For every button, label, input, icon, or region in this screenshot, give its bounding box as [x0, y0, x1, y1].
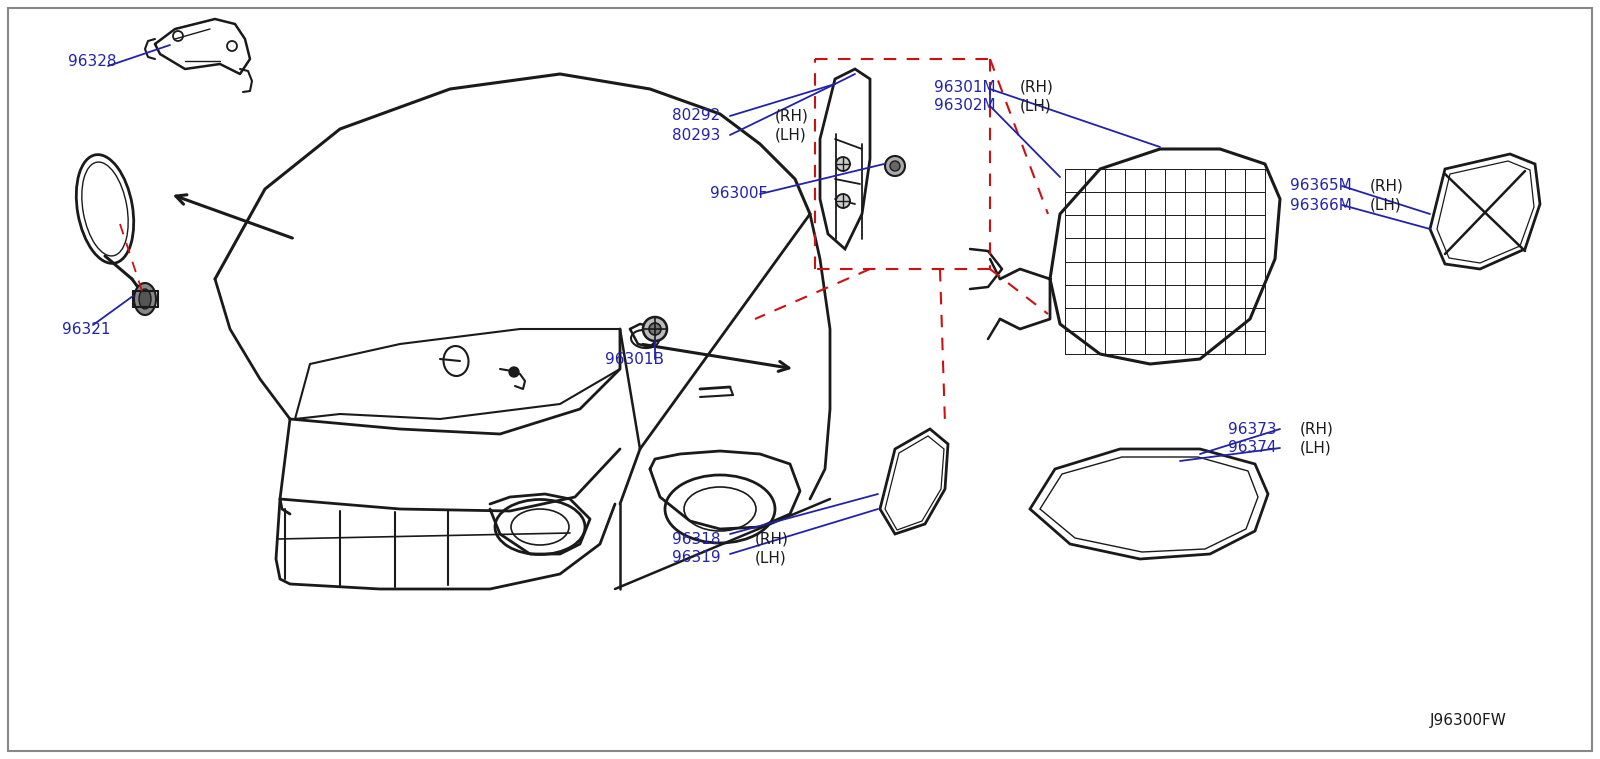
- Text: 96365M: 96365M: [1290, 178, 1352, 194]
- Text: (RH): (RH): [755, 531, 789, 546]
- Text: 96328: 96328: [67, 55, 117, 70]
- Circle shape: [890, 161, 899, 171]
- Text: (LH): (LH): [755, 550, 787, 565]
- Ellipse shape: [134, 283, 157, 315]
- Text: (LH): (LH): [774, 128, 806, 143]
- Text: J96300FW: J96300FW: [1430, 713, 1507, 729]
- Text: 96319: 96319: [672, 550, 720, 565]
- Text: 96321: 96321: [62, 322, 110, 336]
- Circle shape: [885, 156, 906, 176]
- Text: 80292: 80292: [672, 109, 720, 124]
- Text: (RH): (RH): [774, 109, 810, 124]
- Text: (LH): (LH): [1021, 99, 1051, 114]
- Text: 96301M: 96301M: [934, 80, 995, 95]
- Text: 96366M: 96366M: [1290, 197, 1352, 213]
- Text: 96318: 96318: [672, 531, 720, 546]
- Text: 96374: 96374: [1229, 440, 1277, 455]
- Text: (LH): (LH): [1370, 197, 1402, 213]
- Text: (RH): (RH): [1370, 178, 1403, 194]
- Text: 96302M: 96302M: [934, 99, 995, 114]
- Text: (LH): (LH): [1299, 440, 1331, 455]
- Text: (RH): (RH): [1021, 80, 1054, 95]
- Text: 80293: 80293: [672, 128, 720, 143]
- Text: 96373: 96373: [1229, 421, 1277, 436]
- Text: 96300F: 96300F: [710, 187, 768, 201]
- Circle shape: [835, 194, 850, 208]
- Text: 96301B: 96301B: [605, 351, 664, 367]
- Circle shape: [643, 317, 667, 341]
- Circle shape: [509, 367, 518, 377]
- Circle shape: [835, 157, 850, 171]
- Circle shape: [650, 323, 661, 335]
- Text: (RH): (RH): [1299, 421, 1334, 436]
- Ellipse shape: [139, 289, 150, 309]
